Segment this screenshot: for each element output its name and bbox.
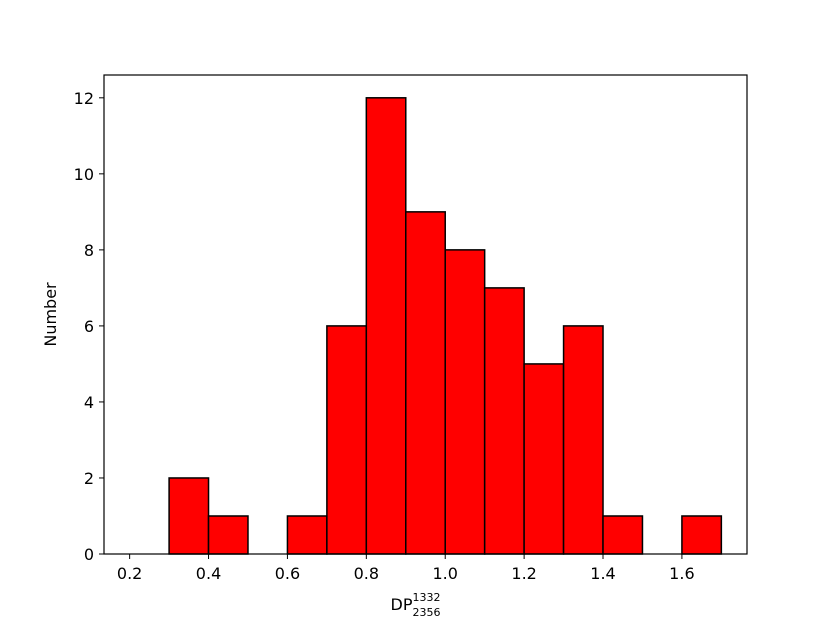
histogram-bar <box>326 325 368 555</box>
x-axis-ticks: 0.2 0.4 0.6 0.8 1.0 1.2 1.4 1.6 <box>117 554 695 583</box>
y-tick-label: 10 <box>74 165 94 184</box>
y-tick-label: 12 <box>74 89 94 108</box>
y-tick-label: 8 <box>84 241 94 260</box>
histogram-bar <box>207 515 249 555</box>
bars-group <box>168 97 723 555</box>
x-tick-label: 1.6 <box>669 564 694 583</box>
y-axis-label: Number <box>41 282 60 347</box>
y-tick-label: 0 <box>84 545 94 564</box>
y-tick-label: 4 <box>84 393 94 412</box>
x-axis-label: DP1332 2356 <box>391 591 441 619</box>
histogram-bar <box>602 515 644 555</box>
x-axis-label-subscript: 2356 <box>412 606 440 619</box>
x-axis-label-superscript: 1332 <box>412 591 440 604</box>
y-tick-label: 6 <box>84 317 94 336</box>
histogram-bar <box>483 287 525 555</box>
x-tick-label: 0.6 <box>275 564 300 583</box>
x-tick-label: 0.2 <box>117 564 142 583</box>
y-tick-label: 2 <box>84 469 94 488</box>
histogram-bar <box>168 477 210 555</box>
histogram-bar <box>365 97 407 555</box>
x-tick-label: 0.4 <box>196 564 221 583</box>
x-tick-label: 1.4 <box>590 564 615 583</box>
x-tick-label: 1.2 <box>511 564 536 583</box>
histogram-bar <box>523 363 565 555</box>
histogram-bar <box>681 515 723 555</box>
histogram-bar <box>286 515 328 555</box>
x-tick-label: 1.0 <box>432 564 457 583</box>
y-axis-ticks: 0 2 4 6 8 10 12 <box>74 89 104 564</box>
x-axis-label-main: DP <box>391 595 413 614</box>
histogram-bar <box>444 249 486 555</box>
x-tick-label: 0.8 <box>354 564 379 583</box>
histogram-bar <box>405 211 446 555</box>
plot-frame <box>103 74 748 555</box>
histogram-bar <box>562 325 604 555</box>
